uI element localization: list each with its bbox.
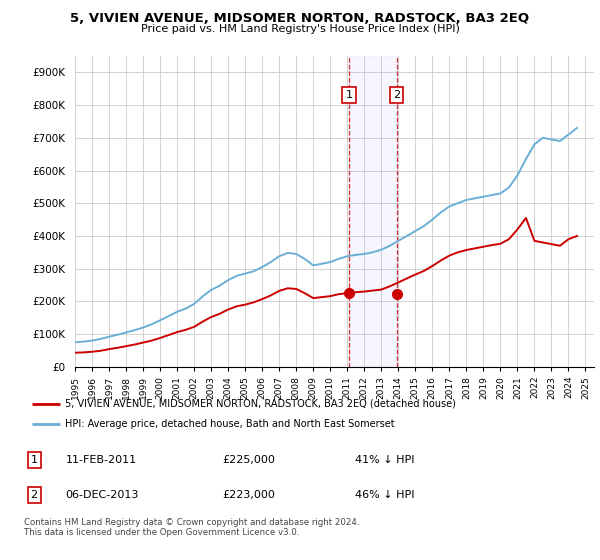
Text: 1: 1	[346, 90, 352, 100]
Text: 5, VIVIEN AVENUE, MIDSOMER NORTON, RADSTOCK, BA3 2EQ (detached house): 5, VIVIEN AVENUE, MIDSOMER NORTON, RADST…	[65, 399, 456, 409]
Text: 5, VIVIEN AVENUE, MIDSOMER NORTON, RADSTOCK, BA3 2EQ: 5, VIVIEN AVENUE, MIDSOMER NORTON, RADST…	[70, 12, 530, 25]
Text: Price paid vs. HM Land Registry's House Price Index (HPI): Price paid vs. HM Land Registry's House …	[140, 24, 460, 34]
Text: 2: 2	[393, 90, 400, 100]
Text: 2: 2	[31, 490, 38, 500]
Text: 46% ↓ HPI: 46% ↓ HPI	[355, 490, 415, 500]
Text: 41% ↓ HPI: 41% ↓ HPI	[355, 455, 415, 465]
Text: £223,000: £223,000	[223, 490, 275, 500]
Text: 1: 1	[31, 455, 38, 465]
Text: £225,000: £225,000	[223, 455, 275, 465]
Bar	[349, 56, 397, 367]
Text: 11-FEB-2011: 11-FEB-2011	[65, 455, 137, 465]
Text: Contains HM Land Registry data © Crown copyright and database right 2024.
This d: Contains HM Land Registry data © Crown c…	[24, 518, 359, 538]
Text: HPI: Average price, detached house, Bath and North East Somerset: HPI: Average price, detached house, Bath…	[65, 419, 395, 429]
Text: 06-DEC-2013: 06-DEC-2013	[65, 490, 139, 500]
